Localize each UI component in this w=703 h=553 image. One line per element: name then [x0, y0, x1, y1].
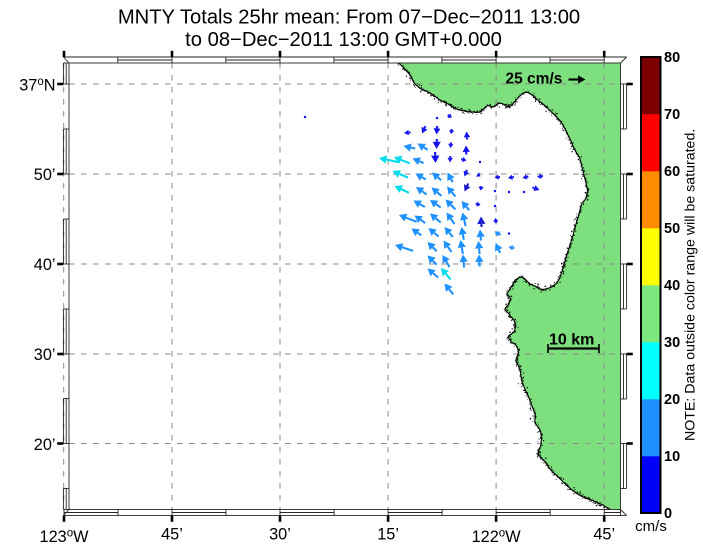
svg-text:80: 80: [664, 50, 680, 66]
svg-text:45’: 45’: [593, 525, 615, 543]
svg-text:cm/s: cm/s: [635, 518, 667, 535]
svg-text:60: 60: [664, 164, 680, 180]
svg-text:45’: 45’: [161, 525, 183, 543]
svg-text:25 cm/s: 25 cm/s: [506, 71, 563, 88]
svg-text:20: 20: [664, 392, 680, 408]
svg-text:MNTY Totals 25hr mean: From 07: MNTY Totals 25hr mean: From 07−Dec−2011 …: [118, 7, 580, 29]
svg-text:20’: 20’: [34, 436, 56, 454]
svg-text:122oW: 122oW: [472, 528, 522, 547]
svg-text:50’: 50’: [34, 166, 56, 184]
svg-text:10: 10: [664, 449, 680, 465]
svg-text:70: 70: [664, 107, 680, 123]
svg-text:40’: 40’: [34, 256, 56, 274]
svg-text:40: 40: [664, 278, 680, 294]
svg-text:10 km: 10 km: [549, 332, 594, 349]
svg-text:50: 50: [664, 221, 680, 237]
svg-text:NOTE: Data outside color range: NOTE: Data outside color range will be s…: [683, 129, 699, 441]
svg-text:30’: 30’: [269, 525, 291, 543]
svg-text:30’: 30’: [34, 346, 56, 364]
svg-text:30: 30: [664, 335, 680, 351]
svg-text:15’: 15’: [377, 525, 399, 543]
svg-text:123oW: 123oW: [40, 528, 90, 547]
svg-text:to 08−Dec−2011 13:00 GMT+0.000: to 08−Dec−2011 13:00 GMT+0.000: [185, 29, 502, 51]
